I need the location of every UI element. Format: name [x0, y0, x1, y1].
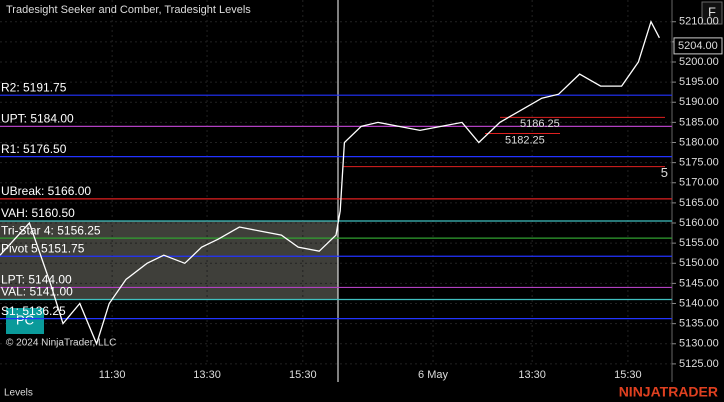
pc-button-label[interactable]: PC — [16, 312, 34, 327]
y-tick-label: 5125.00 — [679, 358, 719, 370]
y-tick-label: 5130.00 — [679, 338, 719, 350]
x-tick-label: 15:30 — [289, 369, 317, 381]
x-tick-label: 15:30 — [614, 369, 642, 381]
level-label: LPT: 5144.00 — [1, 273, 72, 287]
y-tick-label: 5180.00 — [679, 136, 719, 148]
pc-button[interactable] — [6, 308, 44, 334]
level-label: UPT: 5184.00 — [1, 112, 74, 126]
stop-label: 5 — [661, 165, 668, 180]
level-label: Tri-Star 4: 5156.25 — [1, 223, 101, 237]
y-tick-label: 5145.00 — [679, 277, 719, 289]
x-tick-label: 13:30 — [518, 369, 546, 381]
level-label: UBreak: 5166.00 — [1, 184, 91, 198]
y-tick-label: 5185.00 — [679, 116, 719, 128]
menu-label[interactable]: F — [708, 4, 716, 19]
value-area — [0, 220, 338, 300]
y-tick-label: 5195.00 — [679, 76, 719, 88]
level-label: Pivot 5 5151.75 — [1, 241, 85, 255]
y-tick-label: 5175.00 — [679, 157, 719, 169]
x-tick-label: 6 May — [418, 369, 448, 381]
level-label: S1: 5136.25 — [1, 304, 66, 318]
menu-button[interactable] — [701, 1, 723, 25]
level-label: VAL: 5141.00 — [1, 285, 73, 299]
x-tick-label: 13:30 — [193, 369, 221, 381]
brand: NINJATRADER — [619, 384, 718, 400]
chart-title: Tradesight Seeker and Comber, Tradesight… — [6, 4, 251, 16]
y-tick-label: 5210.00 — [679, 16, 719, 28]
level-label: VAH: 5160.50 — [1, 206, 75, 220]
price-line — [0, 20, 660, 346]
y-tick-label: 5165.00 — [679, 197, 719, 209]
y-tick-label: 5155.00 — [679, 237, 719, 249]
y-tick-label: 5200.00 — [679, 56, 719, 68]
y-tick-label: 5140.00 — [679, 297, 719, 309]
level-label: R1: 5176.50 — [1, 142, 67, 156]
last-price-box — [673, 37, 723, 55]
y-tick-label: 5135.00 — [679, 318, 719, 330]
y-tick-label: 5170.00 — [679, 177, 719, 189]
level-label: R2: 5191.75 — [1, 80, 67, 94]
last-price-label: 5204.00 — [678, 40, 718, 52]
tab-label[interactable]: Levels — [4, 388, 33, 399]
stop-label: 5182.25 — [505, 134, 545, 146]
x-tick-label: 11:30 — [99, 369, 126, 381]
copyright: © 2024 NinjaTrader, LLC — [6, 338, 116, 349]
y-tick-label: 5190.00 — [679, 96, 719, 108]
y-tick-label: 5160.00 — [679, 217, 719, 229]
stop-label: 5186.25 — [520, 118, 560, 130]
y-tick-label: 5150.00 — [679, 257, 719, 269]
